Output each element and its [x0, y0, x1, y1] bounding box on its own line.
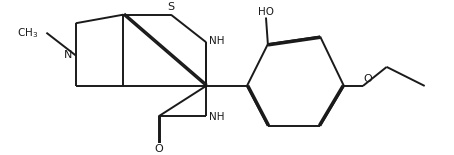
Text: N: N [64, 50, 72, 60]
Text: O: O [154, 144, 163, 154]
Text: NH: NH [209, 36, 224, 46]
Text: S: S [168, 2, 174, 12]
Text: O: O [364, 74, 373, 84]
Text: CH$_3$: CH$_3$ [17, 26, 38, 40]
Text: HO: HO [258, 7, 274, 17]
Text: NH: NH [209, 112, 224, 122]
